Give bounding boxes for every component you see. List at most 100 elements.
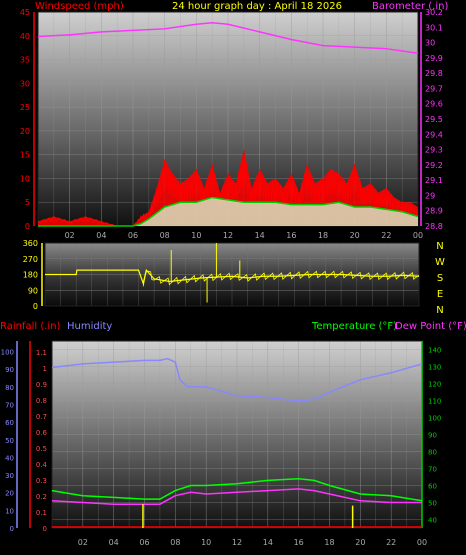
rainfall-tick-label: 0.8 [36,397,47,405]
direction-axis: 360 270 180 90 0 [23,239,43,311]
rainfall-tick-label: 1 [43,365,47,373]
time-tick-label: 08 [170,538,180,547]
time-tick-label: 22 [381,231,391,240]
temperature-axis-label: Temperature (°F) [311,321,397,332]
temperature-tick-label: 130 [428,364,441,372]
barometer-tick-label: 29 [425,191,435,200]
temp-time-axis: 02 04 06 08 10 12 14 16 18 20 22 00 [78,538,427,547]
rainfall-axis-label: Rainfall (.in) [0,321,61,332]
barometer-tick-label: 29.9 [425,54,443,63]
wind-series [37,21,419,227]
barometer-tick-label: 30 [425,39,435,48]
windspeed-tick-label: 10 [20,174,30,183]
direction-series [45,243,420,303]
humidity-axis: 0 10 20 30 40 50 60 70 80 90 100 [1,349,14,533]
barometer-tick-label: 30.1 [425,23,443,32]
humidity-axis-label: Humidity [67,321,112,332]
dewpoint-axis-label: Dew Point (°F) [395,321,466,332]
temp-series [51,357,423,528]
temperature-tick-label: 40 [428,517,437,525]
dewpoint-line [51,488,422,505]
time-tick-label: 02 [65,231,75,240]
time-tick-label: 04 [96,231,106,240]
time-tick-label: 22 [386,538,396,547]
humidity-tick-label: 70 [5,402,14,410]
time-tick-label: 18 [318,231,328,240]
humidity-tick-label: 40 [5,454,14,462]
windspeed-tick-label: 20 [20,127,30,136]
rainfall-tick-label: 0.7 [36,413,47,421]
graph-title: 24 hour graph day : April 18 2026 [172,1,342,12]
humidity-tick-label: 50 [5,437,14,445]
windspeed-axis: 0 5 10 15 20 25 30 35 40 45 [20,8,35,231]
barometer-tick-label: 28.9 [425,207,443,216]
windspeed-tick-label: 35 [20,56,30,65]
temperature-tick-label: 90 [428,432,437,440]
humidity-tick-label: 20 [5,490,14,498]
barometer-line [37,21,419,55]
temperature-tick-label: 60 [428,483,437,491]
rainfall-tick-label: 0.2 [36,493,47,501]
barometer-tick-label: 29.1 [425,176,443,185]
direction-variation [142,270,419,287]
temperature-tick-label: 120 [428,381,441,389]
time-tick-label: 12 [223,231,233,240]
time-tick-label: 14 [263,538,273,547]
time-tick-label: 20 [355,538,365,547]
humidity-tick-label: 90 [5,366,14,374]
barometer-tick-label: 29.7 [425,84,443,93]
time-tick-label: 04 [109,538,119,547]
windspeed-axis-label: Windspeed (mph) [35,1,124,12]
rainfall-tick-label: 0.1 [36,509,47,517]
barometer-tick-label: 29.8 [425,69,443,78]
rainfall-tick-label: 0.6 [36,429,48,437]
windspeed-tick-label: 5 [25,198,30,207]
compass-label: N [436,305,443,316]
humidity-tick-label: 10 [5,507,14,515]
compass-label: S [437,273,443,284]
temperature-tick-label: 140 [428,347,441,355]
temperature-tick-label: 80 [428,449,437,457]
time-tick-label: 08 [160,231,170,240]
rainfall-tick-label: 0 [43,525,47,533]
time-tick-label: 10 [191,231,201,240]
time-tick-label: 16 [286,231,296,240]
barometer-tick-label: 29.2 [425,161,443,170]
humidity-tick-label: 0 [10,525,14,533]
barometer-tick-label: 29.4 [425,130,443,139]
time-tick-label: 10 [201,538,211,547]
barometer-tick-label: 29.3 [425,146,443,155]
time-tick-label: 00 [413,231,423,240]
rainfall-tick-label: 1.1 [36,349,47,357]
average-wind-area [38,197,418,226]
windspeed-tick-label: 45 [20,8,30,17]
rainfall-tick-label: 0.3 [36,477,47,485]
barometer-tick-label: 30.2 [425,8,443,17]
time-tick-label: 20 [350,231,360,240]
temperature-tick-label: 110 [428,398,441,406]
time-tick-label: 00 [417,538,427,547]
direction-tick-label: 0 [33,302,38,311]
humidity-tick-label: 80 [5,384,14,392]
temperature-tick-label: 100 [428,415,441,423]
time-tick-label: 02 [78,538,88,547]
direction-tick-label: 90 [28,286,38,295]
barometer-tick-label: 29.5 [425,115,443,124]
windspeed-tick-label: 0 [25,222,30,231]
windspeed-line [37,149,418,227]
time-tick-label: 16 [294,538,304,547]
time-tick-label: 14 [255,231,265,240]
time-tick-label: 12 [232,538,242,547]
barometer-axis-label: Barometer (.in) [372,1,448,12]
humidity-tick-label: 30 [5,472,14,480]
direction-tick-label: 270 [23,255,38,264]
barometer-axis: 28.8 28.9 29 29.1 29.2 29.3 29.4 29.5 29.6 29.7 29… [420,8,443,231]
rainfall-axis: 0 0.1 0.2 0.3 0.4 0.5 0.6 0.7 0.8 0.9 1 1.1 [36,349,48,533]
time-tick-label: 06 [128,231,138,240]
temperature-tick-label: 50 [428,500,437,508]
temperature-axis: 40 50 60 70 80 90 100 110 120 130 140 [428,347,441,525]
compass-label: W [435,257,445,268]
